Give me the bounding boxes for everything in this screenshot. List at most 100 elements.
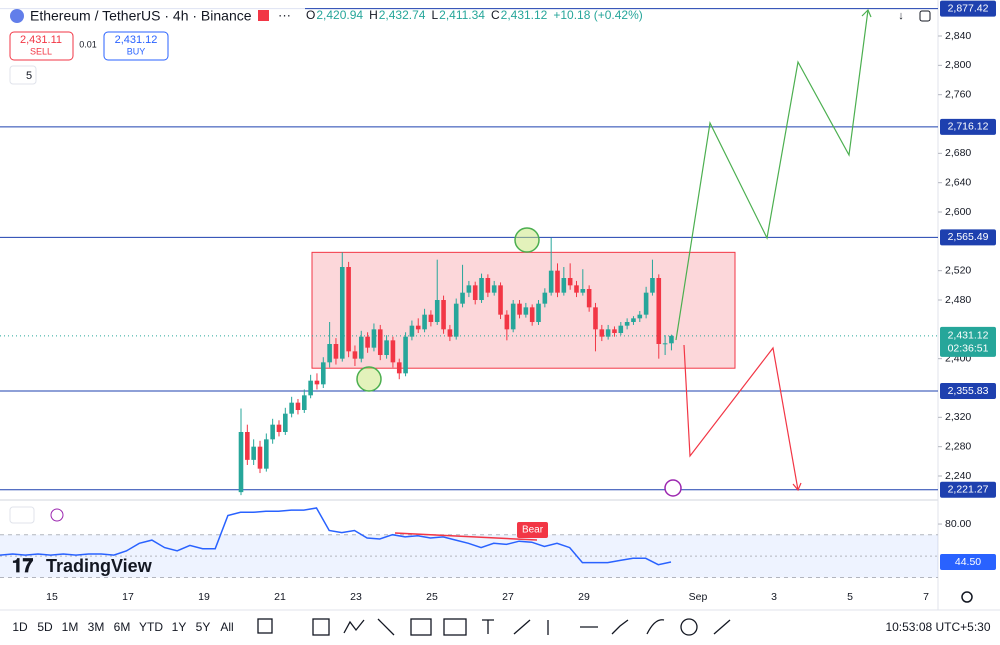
fullscreen[interactable] bbox=[919, 10, 931, 22]
candle-body bbox=[472, 285, 478, 301]
x-tick-label: 29 bbox=[578, 591, 590, 603]
x-tick-label: 25 bbox=[426, 591, 438, 603]
interval-box[interactable] bbox=[9, 65, 37, 85]
clock: 10:53:08 UTC+5:30 bbox=[885, 620, 990, 634]
range-button[interactable]: 6M bbox=[114, 620, 131, 634]
x-tick-label: 19 bbox=[198, 591, 210, 603]
tool-icon[interactable] bbox=[377, 618, 395, 636]
candle-body bbox=[650, 278, 655, 293]
tool-icon[interactable] bbox=[410, 618, 432, 636]
candle-body bbox=[605, 329, 611, 337]
candle-body bbox=[283, 413, 288, 433]
y-tick-label: 2,280 bbox=[945, 440, 971, 452]
x-tick-label: 17 bbox=[122, 591, 134, 603]
candle-body bbox=[390, 340, 396, 363]
buy-button[interactable] bbox=[103, 31, 169, 61]
level-label-bg bbox=[940, 118, 996, 135]
candle-body bbox=[384, 340, 389, 356]
candle-body bbox=[238, 432, 244, 493]
range-button[interactable]: 5D bbox=[37, 620, 53, 634]
tool-icon[interactable] bbox=[680, 618, 698, 636]
candle-body bbox=[669, 335, 674, 344]
level-label: 2,877.42 bbox=[948, 2, 989, 14]
bull-projection bbox=[675, 9, 869, 341]
tool-icon[interactable] bbox=[312, 618, 330, 636]
indicator-icon[interactable] bbox=[50, 508, 64, 522]
more[interactable]: ··· bbox=[278, 7, 291, 22]
range-button[interactable]: 5Y bbox=[196, 620, 211, 634]
candle-body bbox=[523, 307, 529, 315]
candle-body bbox=[460, 292, 465, 304]
range-button[interactable]: 1M bbox=[62, 620, 79, 634]
tool-icon[interactable] bbox=[513, 619, 531, 635]
interval: 5 bbox=[26, 70, 32, 82]
candle-body bbox=[637, 314, 643, 319]
candle-body bbox=[396, 362, 402, 374]
candle-body bbox=[555, 270, 560, 293]
bear-label: Bear bbox=[522, 525, 544, 536]
buy-label: BUY bbox=[127, 46, 146, 56]
range-button[interactable]: 1Y bbox=[172, 620, 187, 634]
sell-button[interactable] bbox=[9, 31, 74, 61]
candle-body bbox=[346, 267, 351, 352]
candle-body bbox=[302, 395, 307, 411]
price-label: 2,431.12 bbox=[948, 330, 989, 342]
tool-icon[interactable] bbox=[611, 619, 629, 635]
tool-icon[interactable] bbox=[646, 619, 665, 635]
candle-body bbox=[574, 285, 579, 293]
range-button[interactable]: 3M bbox=[88, 620, 105, 634]
legend-bg bbox=[0, 4, 305, 28]
symbol-title: Ethereum / TetherUS · 4h · Binance bbox=[30, 8, 252, 24]
candle-body bbox=[504, 314, 510, 330]
candle-body bbox=[466, 285, 472, 293]
event-icon[interactable] bbox=[664, 479, 682, 497]
range-button[interactable]: 1D bbox=[12, 620, 28, 634]
candle-body bbox=[485, 278, 491, 293]
candle-body bbox=[447, 329, 453, 337]
tool-icon[interactable] bbox=[343, 619, 365, 634]
candle-body bbox=[264, 439, 269, 469]
candle-body bbox=[593, 307, 598, 330]
x-tick-label: Sep bbox=[689, 591, 708, 603]
tool-icon[interactable] bbox=[713, 619, 731, 635]
x-tick-label: 23 bbox=[350, 591, 362, 603]
ohlc-value: 2,411.34 bbox=[439, 8, 485, 22]
countdown: 02:36:51 bbox=[948, 343, 989, 355]
candle-body bbox=[276, 424, 282, 433]
candle-body bbox=[643, 292, 649, 315]
y-tick-label: 2,760 bbox=[945, 88, 971, 100]
candle-body bbox=[371, 329, 377, 348]
divergence-line bbox=[394, 532, 538, 541]
candle-body bbox=[491, 285, 497, 293]
candle-body bbox=[409, 325, 415, 337]
range-button[interactable]: All bbox=[220, 620, 233, 634]
settings[interactable] bbox=[961, 591, 973, 603]
candle-body bbox=[586, 289, 592, 308]
highlight-circle bbox=[514, 227, 540, 253]
candle-body bbox=[358, 336, 364, 359]
range-box bbox=[311, 251, 736, 369]
candle-body bbox=[567, 278, 573, 286]
tool-icon[interactable] bbox=[482, 619, 494, 634]
candle-body bbox=[631, 318, 636, 323]
candle-body bbox=[536, 303, 541, 323]
collapse-button[interactable] bbox=[9, 506, 35, 524]
candle-body bbox=[453, 303, 459, 337]
candle-body bbox=[618, 325, 624, 334]
candle-body bbox=[422, 314, 427, 330]
range-button[interactable]: YTD bbox=[139, 620, 163, 634]
x-tick-label: 27 bbox=[502, 591, 514, 603]
buy-price: 2,431.12 bbox=[115, 34, 158, 46]
candle-body bbox=[289, 402, 294, 414]
rsi-tick-label: 80.00 bbox=[945, 518, 971, 530]
candle-body bbox=[656, 278, 662, 345]
candle-body bbox=[245, 432, 250, 460]
tool-icon[interactable] bbox=[257, 618, 273, 634]
x-tick-label: 7 bbox=[923, 591, 929, 603]
scroll-icon[interactable]: ↓ bbox=[898, 10, 904, 22]
y-tick-label: 2,240 bbox=[945, 470, 971, 482]
ohlc-change: +10.18 (+0.42%) bbox=[553, 8, 642, 22]
flag[interactable] bbox=[258, 10, 269, 21]
tool-icon[interactable] bbox=[443, 618, 467, 636]
arrow-head bbox=[792, 482, 802, 492]
